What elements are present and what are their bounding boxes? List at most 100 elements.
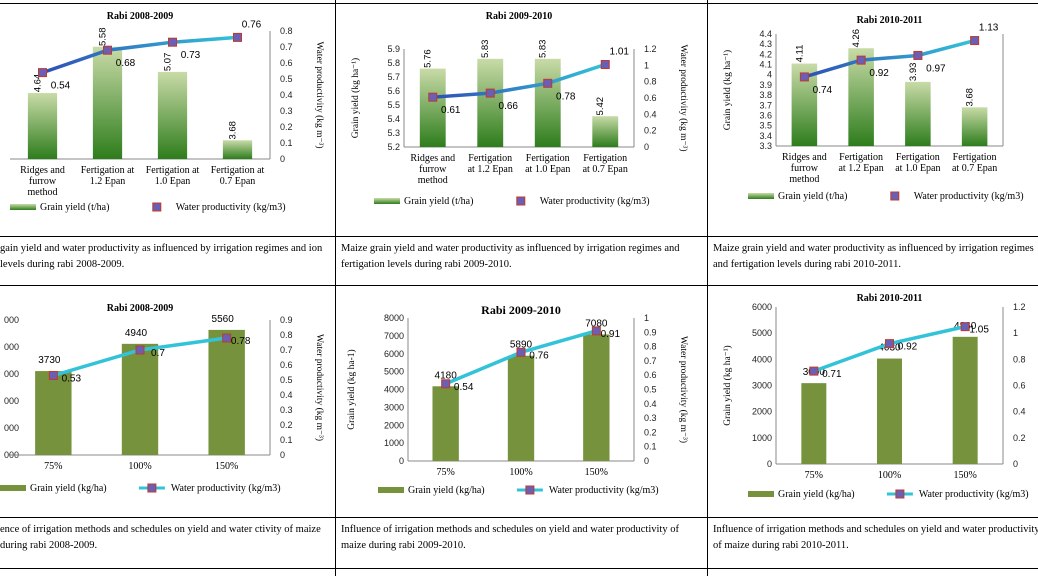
y-tick-label: 7000 (384, 331, 404, 341)
water-productivity-marker (441, 379, 451, 389)
legend-bar-label: Grain yield (t/ha) (778, 191, 847, 202)
y-tick-label: 5.9 (387, 44, 400, 54)
y-axis-title: Grain yield (kg ha⁻¹) (722, 345, 733, 425)
line-value-label: 0.92 (898, 342, 918, 353)
water-productivity-marker (485, 88, 495, 98)
line-value-label: 1.13 (979, 23, 999, 34)
line-value-label: 0.68 (116, 58, 136, 69)
x-category-label: Fertigation (953, 152, 997, 163)
chart-cell-rabi-2009-2010-epan: Rabi 2009-2010 5.2 5.3 5.4 5.5 5.6 5.7 5.8 5.9 0 0… (336, 4, 707, 236)
y2-tick-label: 0.7 (280, 345, 293, 355)
x-category-label: at 0.7 Epan (952, 163, 997, 174)
grain-yield-bar (208, 329, 245, 455)
y-tick-label: 3.7 (759, 100, 772, 110)
bar-value-label: 3.68 (228, 121, 239, 139)
line-value-label: 0.54 (454, 382, 474, 393)
y2-tick-label: 0.8 (280, 330, 293, 340)
chart-cell-rabi-2008-2009-epan: Rabi 2008-2009 0 0.1 0.2 0.3 0.4 0.5 0.6 0.7 0.8 W… (0, 4, 335, 236)
water-productivity-marker (970, 36, 980, 46)
water-productivity-marker (222, 333, 232, 343)
x-category-label: 150% (585, 467, 608, 478)
legend-line-label: Water productivity (kg/m3) (171, 483, 281, 494)
y2-tick-label: 1.2 (1013, 302, 1026, 312)
table-rule-horizontal (0, 236, 1038, 237)
y2-tick-label: 0.8 (280, 26, 293, 36)
y2-tick-label: 0.7 (280, 42, 293, 52)
y-tick-label: 000 (4, 342, 19, 352)
bar-value-label: 5.83 (538, 40, 549, 59)
y2-tick-label: 1 (644, 313, 649, 323)
legend-bar-swatch (748, 491, 774, 497)
y2-tick-label: 0 (280, 154, 285, 164)
legend-bar-label: Grain yield (t/ha) (404, 196, 473, 207)
line-value-label: 0.97 (926, 63, 946, 74)
y-axis-title: Grain yield (kg ha⁻¹) (350, 58, 361, 138)
x-category-label: Fertigation at (81, 165, 135, 176)
y2-tick-label: 0.3 (280, 106, 293, 116)
x-category-label: method (28, 187, 58, 198)
figure-caption: Maize grain yield and water productivity… (713, 243, 1034, 270)
line-value-label: 0.61 (441, 105, 461, 116)
water-productivity-line (432, 62, 606, 99)
y2-tick-label: 0.1 (644, 442, 657, 452)
water-productivity-line (803, 38, 976, 79)
y2-tick-label: 1.2 (644, 44, 657, 54)
x-category-label: Fertigation (468, 153, 512, 164)
line-value-label: 0.71 (822, 369, 842, 380)
y-tick-label: 5000 (384, 367, 404, 377)
water-productivity-marker (600, 60, 610, 70)
x-category-label: 1.0 Epan (155, 176, 191, 187)
y-tick-label: 4000 (752, 354, 772, 364)
x-category-label: method (789, 174, 819, 185)
y2-tick-label: 0.9 (280, 315, 293, 325)
bar-value-label: 5.76 (423, 49, 434, 68)
grain-yield-bar (121, 343, 159, 455)
y-tick-label: 3.5 (759, 121, 772, 131)
legend-bar-swatch (378, 487, 404, 493)
legend-line-label: Water productivity (kg/m3) (914, 191, 1024, 202)
y-tick-label: 5.5 (387, 100, 400, 110)
line-value-label: 0.78 (231, 336, 251, 347)
y2-tick-label: 0.6 (280, 360, 293, 370)
chart-title: Rabi 2009-2010 (486, 11, 552, 22)
x-category-label: method (418, 175, 448, 186)
x-category-label: at 1.2 Epan (838, 163, 883, 174)
line-value-label: 0.76 (242, 19, 262, 30)
bar-value-label: 5.42 (595, 97, 606, 116)
y2-tick-label: 0.1 (280, 435, 293, 445)
bar-value-label: 3.68 (965, 88, 976, 107)
y2-tick-label: 0.2 (280, 122, 293, 132)
y2-tick-label: 0.7 (644, 356, 657, 366)
water-productivity-marker (38, 68, 47, 78)
water-productivity-marker (856, 55, 866, 65)
y2-tick-label: 1 (644, 60, 649, 70)
grain-yield-bar (534, 58, 561, 147)
y2-tick-label: 0 (280, 450, 285, 460)
y-tick-label: 6000 (752, 302, 772, 312)
x-category-label: furrow (29, 176, 57, 187)
legend-line-label: Water productivity (kg/m3) (176, 202, 286, 213)
y-tick-label: 4000 (384, 385, 404, 395)
chart-title: Rabi 2008-2009 (107, 11, 173, 22)
y2-tick-label: 0 (1013, 459, 1018, 469)
bar-value-label: 3730 (38, 355, 61, 366)
chart-svg: Rabi 2008-2009 0 0.1 0.2 0.3 0.4 0.5 0.6 0.7 0.8 W… (10, 11, 325, 213)
line-value-label: 0.92 (869, 68, 889, 79)
grain-yield-bar (801, 383, 827, 464)
x-category-label: Ridges and (782, 152, 827, 163)
y-tick-label: 000 (4, 396, 19, 406)
bar-value-label: 5560 (212, 314, 235, 325)
x-category-label: at 1.0 Epan (525, 164, 570, 175)
y-tick-label: 5.3 (387, 128, 400, 138)
chart-title: Rabi 2010-2011 (857, 293, 923, 304)
grain-yield-bar (877, 358, 902, 464)
x-category-label: 75% (436, 467, 454, 478)
y-tick-label: 3.8 (759, 90, 772, 100)
water-productivity-marker (591, 326, 601, 336)
y-tick-label: 3000 (752, 381, 772, 391)
x-category-label: Fertigation at (211, 165, 265, 176)
table-rule-vertical (707, 0, 708, 576)
line-value-label: 0.54 (51, 81, 71, 92)
line-value-label: 0.91 (601, 329, 621, 340)
legend-line-marker (152, 202, 162, 212)
